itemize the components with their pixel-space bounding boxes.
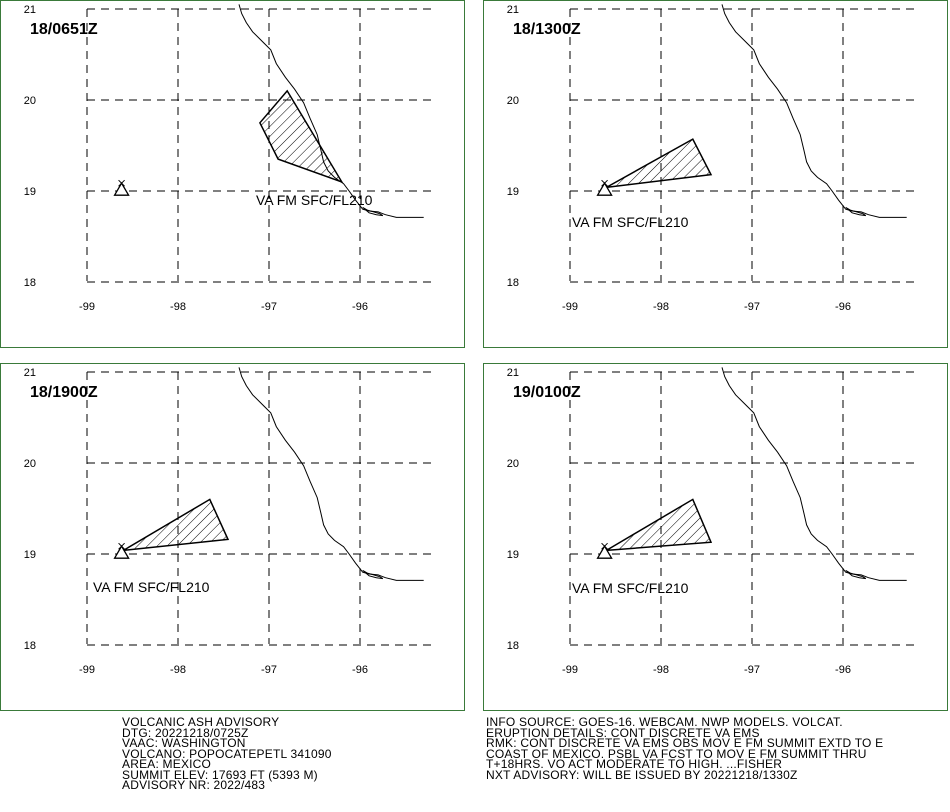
info-line: VOLCANIC ASH ADVISORY bbox=[122, 715, 280, 729]
info-line: ERUPTION DETAILS: CONT DISCRETE VA EMS bbox=[486, 725, 760, 740]
panel-frame bbox=[483, 0, 948, 348]
info-line: DTG: 20221218/0725Z bbox=[122, 725, 249, 740]
lagoon-outline bbox=[845, 569, 867, 580]
graticule bbox=[86, 8, 437, 283]
volcano-summit-mark bbox=[118, 542, 125, 550]
latitude-tick-label: 20 bbox=[24, 95, 36, 107]
graticule bbox=[569, 371, 920, 646]
longitude-tick-label: -98 bbox=[170, 664, 186, 676]
advisory-header-info: VOLCANIC ASH ADVISORY DTG: 20221218/0725… bbox=[122, 715, 462, 792]
ash-cloud-polygon bbox=[606, 498, 713, 552]
latitude-tick-label: 20 bbox=[507, 95, 519, 107]
volcano-icon bbox=[596, 181, 613, 196]
latitude-tick-label: 18 bbox=[24, 640, 36, 652]
info-line: T+18HRS. VO ACT MODERATE TO HIGH. ...FIS… bbox=[486, 757, 783, 771]
ash-layer-label: VA FM SFC/FL210 bbox=[256, 192, 373, 208]
longitude-tick-label: -96 bbox=[352, 664, 368, 676]
volcano-summit-mark bbox=[601, 542, 608, 550]
longitude-tick-label: -98 bbox=[170, 301, 186, 313]
info-line: INFO SOURCE: GOES-16. WEBCAM. NWP MODELS… bbox=[486, 715, 843, 729]
graticule bbox=[569, 8, 920, 283]
longitude-tick-label: -96 bbox=[835, 664, 851, 676]
longitude-tick-label: -97 bbox=[744, 301, 760, 313]
map-panel: 21 20 19 18 -99 -98 -97 -96 19/0100Z VA FM SFC/FL… bbox=[483, 363, 948, 711]
info-line: COAST OF MEXICO. PSBL VA FCST TO MOV E F… bbox=[486, 746, 867, 761]
latitude-tick-label: 20 bbox=[507, 458, 519, 470]
panel-frame bbox=[0, 0, 465, 348]
panel-frame bbox=[0, 363, 465, 711]
info-line: VAAC: WASHINGTON bbox=[122, 736, 246, 750]
info-line: ADVISORY NR: 2022/483 bbox=[122, 778, 266, 792]
panel-time-label: 18/1900Z bbox=[30, 384, 98, 401]
longitude-tick-label: -96 bbox=[352, 301, 368, 313]
longitude-tick-label: -97 bbox=[744, 664, 760, 676]
coastline bbox=[721, 367, 907, 581]
info-line: RMK: CONT DISCRETE VA EMS OBS MOV E FM S… bbox=[486, 736, 884, 750]
longitude-tick-label: -96 bbox=[835, 301, 851, 313]
ash-cloud-polygon bbox=[123, 498, 230, 552]
panel-time-label: 18/0651Z bbox=[30, 21, 98, 38]
info-line: NXT ADVISORY: WILL BE ISSUED BY 20221218… bbox=[486, 767, 798, 782]
latitude-tick-label: 21 bbox=[24, 367, 36, 379]
ash-cloud-polygon bbox=[606, 138, 713, 189]
coastline bbox=[238, 367, 424, 581]
ash-layer-label: VA FM SFC/FL210 bbox=[572, 214, 689, 230]
info-line: AREA: MEXICO bbox=[122, 757, 212, 771]
latitude-tick-label: 21 bbox=[24, 4, 36, 16]
panel-time-label: 18/1300Z bbox=[513, 21, 581, 38]
longitude-tick-label: -99 bbox=[79, 664, 95, 676]
graticule bbox=[86, 371, 437, 646]
lagoon-outline bbox=[845, 206, 867, 217]
longitude-tick-label: -98 bbox=[653, 664, 669, 676]
map-panel: 21 20 19 18 -99 -98 -97 -96 18/1900Z VA FM SFC/FL… bbox=[0, 363, 465, 711]
latitude-tick-label: 19 bbox=[24, 186, 36, 198]
volcano-summit-mark bbox=[118, 179, 125, 187]
longitude-tick-label: -97 bbox=[261, 664, 277, 676]
latitude-tick-label: 18 bbox=[24, 277, 36, 289]
info-line: VOLCANO: POPOCATEPETL 341090 bbox=[122, 746, 332, 761]
longitude-tick-label: -99 bbox=[562, 301, 578, 313]
latitude-tick-label: 19 bbox=[507, 186, 519, 198]
longitude-tick-label: -99 bbox=[562, 664, 578, 676]
latitude-tick-label: 19 bbox=[507, 549, 519, 561]
map-panel: 21 20 19 18 -99 -98 -97 -96 18/0651Z VA FM SFC/FL… bbox=[0, 0, 465, 348]
longitude-tick-label: -98 bbox=[653, 301, 669, 313]
volcano-icon bbox=[113, 544, 130, 559]
volcano-summit-mark bbox=[601, 179, 608, 187]
volcano-icon bbox=[596, 544, 613, 559]
panel-frame bbox=[483, 363, 948, 711]
info-line: SUMMIT ELEV: 17693 FT (5393 M) bbox=[122, 767, 318, 782]
advisory-remarks-info: INFO SOURCE: GOES-16. WEBCAM. NWP MODELS… bbox=[486, 715, 946, 782]
coastline bbox=[721, 4, 907, 218]
longitude-tick-label: -97 bbox=[261, 301, 277, 313]
ash-layer-label: VA FM SFC/FL210 bbox=[572, 580, 689, 596]
ash-cloud-polygon bbox=[259, 89, 344, 184]
latitude-tick-label: 21 bbox=[507, 367, 519, 379]
lagoon-outline bbox=[362, 569, 384, 580]
latitude-tick-label: 18 bbox=[507, 640, 519, 652]
volcano-icon bbox=[113, 181, 130, 196]
panel-time-label: 19/0100Z bbox=[513, 384, 581, 401]
latitude-tick-label: 19 bbox=[24, 549, 36, 561]
latitude-tick-label: 20 bbox=[24, 458, 36, 470]
latitude-tick-label: 18 bbox=[507, 277, 519, 289]
latitude-tick-label: 21 bbox=[507, 4, 519, 16]
map-panel: 21 20 19 18 -99 -98 -97 -96 18/1300Z VA FM SFC/FL… bbox=[483, 0, 948, 348]
longitude-tick-label: -99 bbox=[79, 301, 95, 313]
lagoon-outline bbox=[362, 206, 384, 217]
ash-layer-label: VA FM SFC/FL210 bbox=[93, 579, 210, 595]
